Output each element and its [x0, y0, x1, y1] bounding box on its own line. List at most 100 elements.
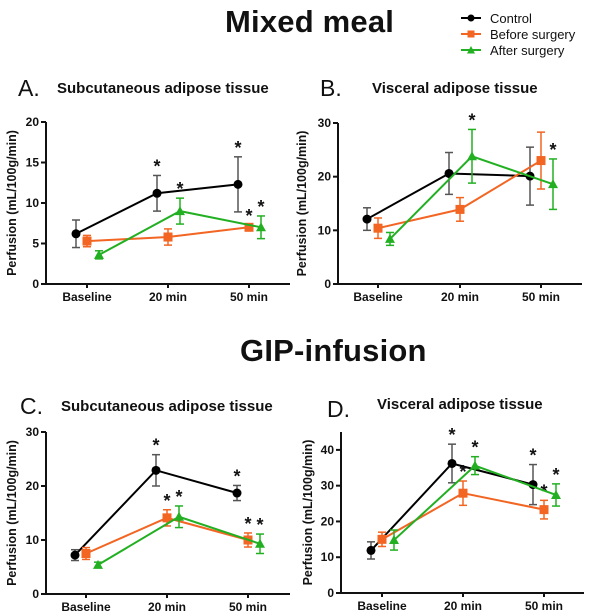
y-axis-title: Perfusion (mL/100g/min) [5, 440, 19, 586]
panel-title-d: Visceral adipose tissue [377, 396, 543, 413]
significance-star: * [153, 156, 160, 176]
x-tick-label: 50 min [522, 290, 560, 304]
y-tick-label: 10 [26, 533, 40, 547]
data-point-control [70, 550, 80, 560]
data-point-control [366, 545, 376, 555]
panel-letter-d: D. [327, 396, 350, 422]
data-point-after-surgery [548, 179, 558, 189]
y-tick-label: 5 [32, 237, 39, 251]
data-point-after-surgery [467, 151, 477, 161]
panel-letter-b: B. [320, 75, 342, 101]
data-point-control [71, 229, 81, 239]
significance-star: * [529, 446, 536, 466]
legend-marker-triangle-icon [461, 46, 481, 54]
legend-item-control: Control [460, 10, 575, 26]
data-point-before-surgery [81, 549, 91, 558]
chart-panel-d: 0 10 20 30 40 Baseline 20 min 50 min Perfusion (… [301, 425, 584, 613]
y-tick-label: 30 [26, 425, 40, 439]
x-tick-label: Baseline [62, 290, 112, 304]
y-tick-label: 20 [26, 479, 40, 493]
legend-marker-square-icon [461, 30, 481, 38]
significance-star: * [549, 140, 556, 160]
chart-panel-c: 0 10 20 30 Baseline 20 min 50 min Perfusion (mL… [5, 425, 290, 614]
panel-letter-c: C. [20, 393, 43, 419]
data-point-after-surgery [93, 559, 103, 569]
data-point-before-surgery [163, 232, 173, 242]
y-tick-label: 30 [321, 479, 335, 493]
significance-star: * [471, 438, 478, 458]
significance-star: * [152, 436, 159, 456]
data-point-control [151, 465, 161, 475]
x-tick-label: 50 min [525, 599, 563, 613]
data-point-control [233, 179, 243, 189]
legend: Control Before surgery After surgery [460, 10, 575, 58]
y-tick-label: 10 [318, 223, 332, 237]
x-tick-label: Baseline [357, 599, 407, 613]
panel-title-c: Subcutaneous adipose tissue [61, 398, 273, 415]
significance-star: * [244, 514, 251, 534]
x-tick-label: 20 min [444, 599, 482, 613]
y-axis-title: Perfusion (mL/100g/min) [301, 440, 315, 586]
data-point-control [447, 458, 457, 468]
y-tick-label: 0 [32, 587, 39, 601]
data-point-before-surgery [373, 223, 383, 233]
y-tick-label: 15 [26, 156, 40, 170]
data-point-control [444, 168, 454, 178]
y-tick-label: 20 [321, 514, 335, 528]
significance-star: * [468, 110, 475, 130]
data-point-after-surgery [389, 535, 399, 545]
legend-label: Before surgery [490, 26, 576, 42]
significance-star: * [256, 515, 263, 535]
data-point-after-surgery [551, 489, 561, 499]
significance-star: * [448, 425, 455, 445]
significance-star: * [552, 465, 559, 485]
data-point-before-surgery [455, 204, 465, 214]
y-axis-title: Perfusion (mL/100g/min) [5, 130, 19, 276]
data-point-after-surgery [255, 538, 265, 548]
data-point-after-surgery [94, 249, 104, 259]
y-tick-label: 10 [26, 196, 40, 210]
x-tick-label: Baseline [61, 600, 111, 614]
data-point-after-surgery [175, 206, 185, 216]
y-tick-label: 0 [32, 277, 39, 291]
data-point-control [362, 214, 372, 224]
significance-star: * [175, 487, 182, 507]
section-title-gip-infusion: GIP-infusion [240, 333, 427, 368]
y-axis-title: Perfusion (mL/100g/min) [295, 131, 309, 277]
x-tick-label: 20 min [441, 290, 479, 304]
y-tick-label: 0 [327, 586, 334, 600]
x-tick-label: 50 min [230, 290, 268, 304]
chart-panel-b: 0 10 20 30 Baseline 20 min 50 min Perfusion (mL… [295, 110, 582, 304]
panel-title-b: Visceral adipose tissue [372, 80, 538, 97]
y-tick-label: 0 [324, 277, 331, 291]
significance-star: * [233, 466, 240, 486]
data-point-before-surgery [536, 156, 546, 166]
y-tick-label: 20 [318, 170, 332, 184]
y-tick-label: 20 [26, 115, 40, 129]
data-point-before-surgery [377, 534, 387, 544]
series-line-after-surgery [393, 464, 557, 541]
panel-title-a: Subcutaneous adipose tissue [57, 80, 269, 97]
significance-star: * [176, 179, 183, 199]
legend-item-before-surgery: Before surgery [460, 26, 575, 42]
data-point-before-surgery [162, 513, 172, 523]
significance-star: * [234, 138, 241, 158]
significance-star: * [163, 491, 170, 511]
x-tick-label: 20 min [149, 290, 187, 304]
y-tick-label: 40 [321, 443, 335, 457]
x-tick-label: 20 min [148, 600, 186, 614]
legend-label: After surgery [490, 42, 565, 58]
data-point-before-surgery [458, 488, 468, 498]
section-title-mixed-meal: Mixed meal [225, 4, 395, 39]
data-point-after-surgery [470, 460, 480, 470]
data-point-before-surgery [539, 505, 549, 515]
significance-star: * [459, 462, 466, 482]
panel-letter-a: A. [18, 75, 40, 101]
x-tick-label: Baseline [353, 290, 403, 304]
data-point-after-surgery [385, 233, 395, 243]
significance-star: * [245, 206, 252, 226]
data-point-after-surgery [174, 511, 184, 521]
data-point-control [152, 188, 162, 198]
legend-label: Control [490, 10, 532, 26]
